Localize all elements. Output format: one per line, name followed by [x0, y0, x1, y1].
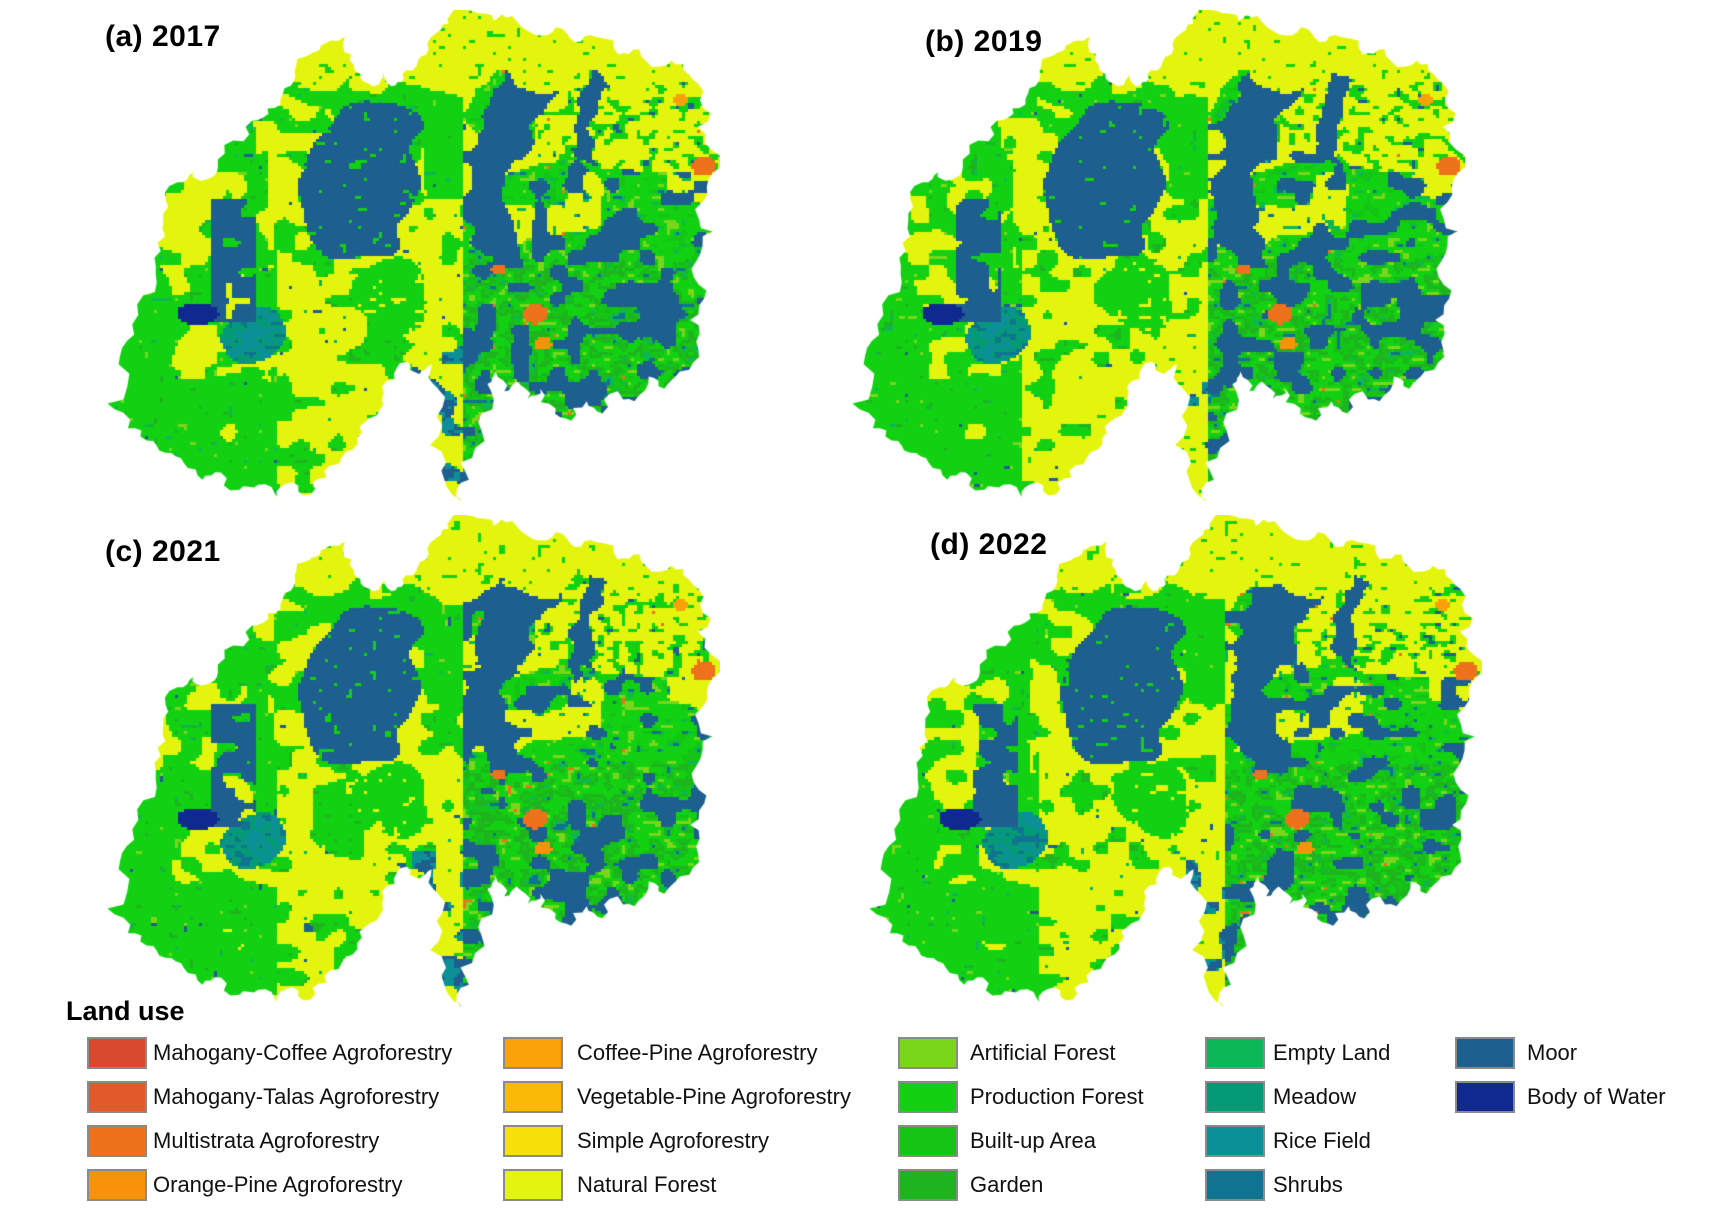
legend-item-vegetable_pine: Vegetable-Pine Agroforestry: [503, 1081, 851, 1113]
legend-swatch-empty_land: [1205, 1037, 1265, 1069]
legend-swatch-moor: [1455, 1037, 1515, 1069]
map-panel-a: (a) 2017: [100, 10, 720, 502]
legend-item-simple_agroforestry: Simple Agroforestry: [503, 1125, 769, 1157]
legend-label: Multistrata Agroforestry: [153, 1128, 380, 1153]
legend-swatch-body_of_water: [1455, 1081, 1515, 1113]
legend-item-body_of_water: Body of Water: [1455, 1081, 1666, 1113]
panel-label-c: (c) 2021: [105, 535, 221, 568]
legend-swatch-multistrata: [87, 1125, 147, 1157]
legend-label: Orange-Pine Agroforestry: [153, 1172, 403, 1197]
legend-label: Mahogany-Talas Agroforestry: [153, 1084, 440, 1109]
legend-swatch-vegetable_pine: [503, 1081, 563, 1113]
legend-swatch-orange_pine: [87, 1169, 147, 1201]
legend-label: Mahogany-Coffee Agroforestry: [153, 1040, 453, 1065]
legend-item-orange_pine: Orange-Pine Agroforestry: [87, 1169, 402, 1201]
legend-swatch-artificial_forest: [898, 1037, 958, 1069]
legend-item-natural_forest: Natural Forest: [503, 1169, 716, 1201]
panel-label-d: (d) 2022: [930, 528, 1048, 561]
legend-swatch-production_forest: [898, 1081, 958, 1113]
legend-swatch-shrubs: [1205, 1169, 1265, 1201]
legend-item-multistrata: Multistrata Agroforestry: [87, 1125, 379, 1157]
legend-label: Rice Field: [1273, 1128, 1371, 1153]
legend-swatch-rice_field: [1205, 1125, 1265, 1157]
legend-item-empty_land: Empty Land: [1205, 1037, 1390, 1069]
legend-item-builtup_area: Built-up Area: [898, 1125, 1096, 1157]
legend-swatch-mahogany_coffee: [87, 1037, 147, 1069]
legend-label: Garden: [970, 1172, 1044, 1197]
legend-swatch-builtup_area: [898, 1125, 958, 1157]
legend-item-production_forest: Production Forest: [898, 1081, 1144, 1113]
legend-item-rice_field: Rice Field: [1205, 1125, 1371, 1157]
legend-swatch-garden: [898, 1169, 958, 1201]
land-use-map-2019: [845, 10, 1465, 502]
legend-item-mahogany_talas: Mahogany-Talas Agroforestry: [87, 1081, 439, 1113]
legend-item-meadow: Meadow: [1205, 1081, 1356, 1113]
legend-swatch-natural_forest: [503, 1169, 563, 1201]
legend-label: Vegetable-Pine Agroforestry: [577, 1084, 851, 1109]
legend-item-garden: Garden: [898, 1169, 1043, 1201]
legend-item-shrubs: Shrubs: [1205, 1169, 1343, 1201]
legend-label: Artificial Forest: [970, 1040, 1116, 1065]
legend-swatch-coffee_pine: [503, 1037, 563, 1069]
land-use-map-2017: [100, 10, 720, 502]
map-panel-d: (d) 2022: [862, 515, 1482, 1007]
legend-item-coffee_pine: Coffee-Pine Agroforestry: [503, 1037, 818, 1069]
panel-label-a: (a) 2017: [105, 20, 221, 53]
map-panel-c: (c) 2021: [100, 515, 720, 1007]
legend-swatch-meadow: [1205, 1081, 1265, 1113]
legend-label: Body of Water: [1527, 1084, 1666, 1109]
legend-label: Coffee-Pine Agroforestry: [577, 1040, 818, 1065]
legend-label: Shrubs: [1273, 1172, 1343, 1197]
legend-item-artificial_forest: Artificial Forest: [898, 1037, 1115, 1069]
legend-item-moor: Moor: [1455, 1037, 1577, 1069]
legend-swatch-mahogany_talas: [87, 1081, 147, 1113]
legend-label: Built-up Area: [970, 1128, 1096, 1153]
map-panel-b: (b) 2019: [845, 10, 1465, 502]
land-use-map-2021: [100, 515, 720, 1007]
legend-label: Empty Land: [1273, 1040, 1391, 1065]
legend-label: Natural Forest: [577, 1172, 717, 1197]
legend-item-mahogany_coffee: Mahogany-Coffee Agroforestry: [87, 1037, 452, 1069]
legend-label: Meadow: [1273, 1084, 1357, 1109]
legend-swatch-simple_agroforestry: [503, 1125, 563, 1157]
panel-label-b: (b) 2019: [925, 25, 1043, 58]
land-use-map-2022: [862, 515, 1482, 1007]
legend-label: Simple Agroforestry: [577, 1128, 769, 1153]
legend-label: Production Forest: [970, 1084, 1144, 1109]
legend-label: Moor: [1527, 1040, 1578, 1065]
